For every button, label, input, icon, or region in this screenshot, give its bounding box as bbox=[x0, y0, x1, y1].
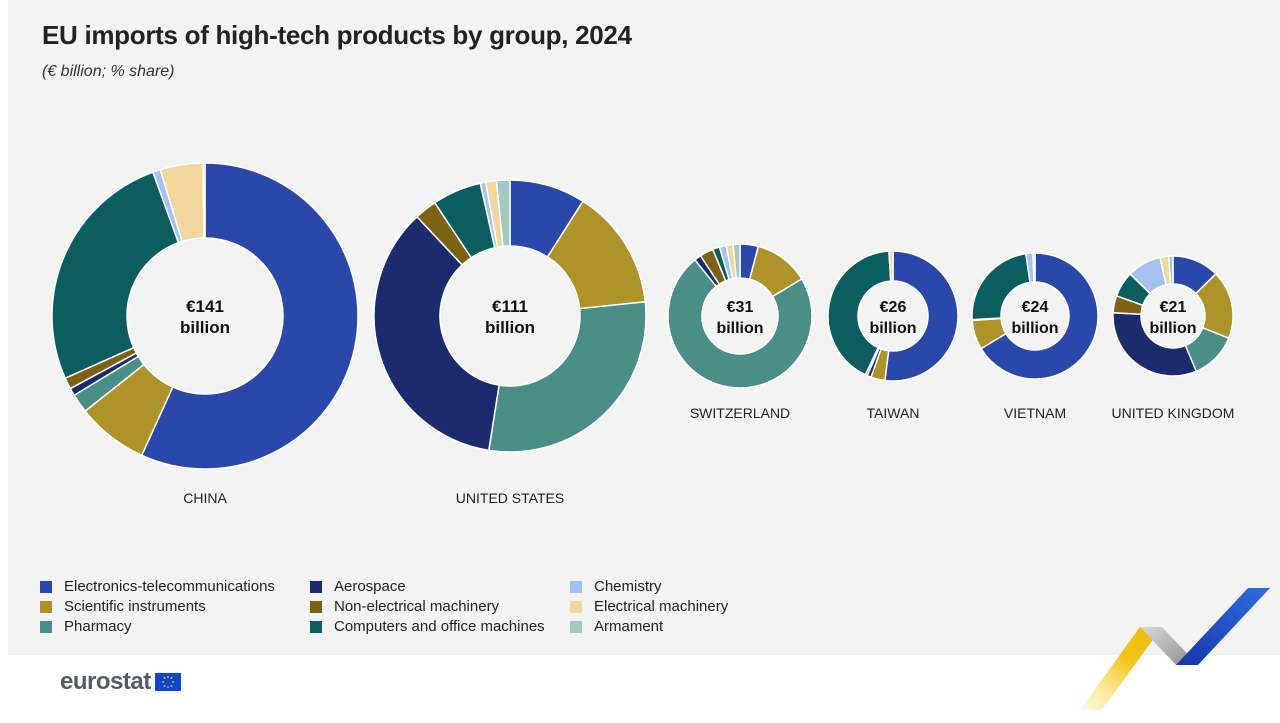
slice-electronics-telecommunications bbox=[980, 252, 1099, 380]
legend-swatch bbox=[310, 620, 322, 633]
legend-item: Aerospace bbox=[310, 578, 406, 595]
slice-pharmacy bbox=[667, 258, 813, 389]
legend-swatch bbox=[310, 580, 322, 593]
centre-unit: billion bbox=[869, 320, 916, 337]
legend-swatch bbox=[40, 580, 52, 593]
slice-electronics-telecommunications bbox=[140, 162, 359, 470]
centre-value: €31 bbox=[727, 299, 754, 316]
centre-unit: billion bbox=[1011, 320, 1058, 337]
legend-swatch bbox=[40, 600, 52, 613]
decorative-stripes bbox=[1080, 588, 1270, 710]
legend-item: Non-electrical machinery bbox=[310, 598, 499, 615]
legend-item: Scientific instruments bbox=[40, 598, 206, 615]
slice-computers-and-office-machines bbox=[51, 171, 180, 380]
slice-electronics-telecommunications bbox=[884, 250, 959, 382]
donut-united-kingdom: €21 billion UNITED KINGDOM bbox=[1112, 255, 1235, 421]
legend-label: Non-electrical machinery bbox=[334, 598, 500, 615]
country-label: CHINA bbox=[183, 490, 227, 506]
country-label: UNITED KINGDOM bbox=[1112, 405, 1235, 421]
donut-taiwan: €26 billion TAIWAN bbox=[827, 250, 959, 421]
slice-aerospace bbox=[373, 215, 500, 452]
eu-flag-icon bbox=[154, 673, 181, 691]
centre-unit: billion bbox=[180, 318, 230, 337]
legend-swatch bbox=[40, 620, 52, 633]
legend-item: Pharmacy bbox=[40, 618, 132, 635]
legend-swatch bbox=[570, 580, 582, 593]
slice-electrical-machinery bbox=[888, 250, 894, 282]
country-label: UNITED STATES bbox=[456, 490, 564, 506]
centre-value: €26 bbox=[880, 299, 907, 316]
legend-swatch bbox=[570, 600, 582, 613]
slice-armament bbox=[1167, 255, 1174, 285]
legend-item: Chemistry bbox=[570, 578, 662, 595]
legend-label: Aerospace bbox=[334, 578, 406, 595]
legend-swatch bbox=[570, 620, 582, 633]
eurostat-logo: eurostat bbox=[60, 668, 181, 696]
centre-value: €111 bbox=[492, 297, 528, 316]
slice-electrical-machinery bbox=[1032, 252, 1036, 283]
legend-item: Electrical machinery bbox=[570, 598, 728, 615]
legend-item: Computers and office machines bbox=[310, 618, 545, 635]
legend-label: Chemistry bbox=[594, 578, 662, 595]
country-label: SWITZERLAND bbox=[690, 405, 790, 421]
chart-subtitle: (€ billion; % share) bbox=[42, 63, 175, 80]
legend-label: Scientific instruments bbox=[64, 598, 206, 615]
slice-armament bbox=[202, 162, 206, 239]
slice-aerospace bbox=[1112, 311, 1198, 377]
chart-title: EU imports of high-tech products by grou… bbox=[42, 20, 632, 50]
centre-value: €141 bbox=[186, 297, 224, 316]
centre-value: €21 bbox=[1160, 299, 1187, 316]
centre-unit: billion bbox=[1149, 320, 1196, 337]
slice-computers-and-office-machines bbox=[827, 250, 892, 376]
donut-united-states: €111 billion UNITED STATES bbox=[373, 179, 647, 506]
donut-china: €141 billion CHINA bbox=[51, 162, 359, 506]
slice-armament bbox=[732, 243, 741, 279]
legend-label: Electronics-telecommunications bbox=[64, 578, 275, 595]
donut-switzerland: €31 billion SWITZERLAND bbox=[667, 243, 813, 421]
legend-label: Electrical machinery bbox=[594, 598, 729, 615]
legend-item: Armament bbox=[570, 618, 663, 635]
centre-value: €24 bbox=[1022, 299, 1049, 316]
country-label: VIETNAM bbox=[1004, 405, 1066, 421]
centre-unit: billion bbox=[485, 318, 535, 337]
logo-text: eurostat bbox=[60, 668, 151, 695]
slice-pharmacy bbox=[487, 300, 647, 453]
legend-item: Electronics-telecommunications bbox=[40, 578, 275, 595]
centre-unit: billion bbox=[716, 320, 763, 337]
legend-label: Computers and office machines bbox=[334, 618, 545, 635]
legend-swatch bbox=[310, 600, 322, 613]
legend-label: Pharmacy bbox=[64, 618, 132, 635]
donut-charts: €141 billion CHINA €111 billion UNITED STATES… bbox=[51, 162, 1235, 506]
country-label: TAIWAN bbox=[867, 405, 920, 421]
slice-armament bbox=[495, 179, 511, 248]
donut-vietnam: €24 billion VIETNAM bbox=[971, 252, 1099, 421]
legend-label: Armament bbox=[594, 618, 664, 635]
